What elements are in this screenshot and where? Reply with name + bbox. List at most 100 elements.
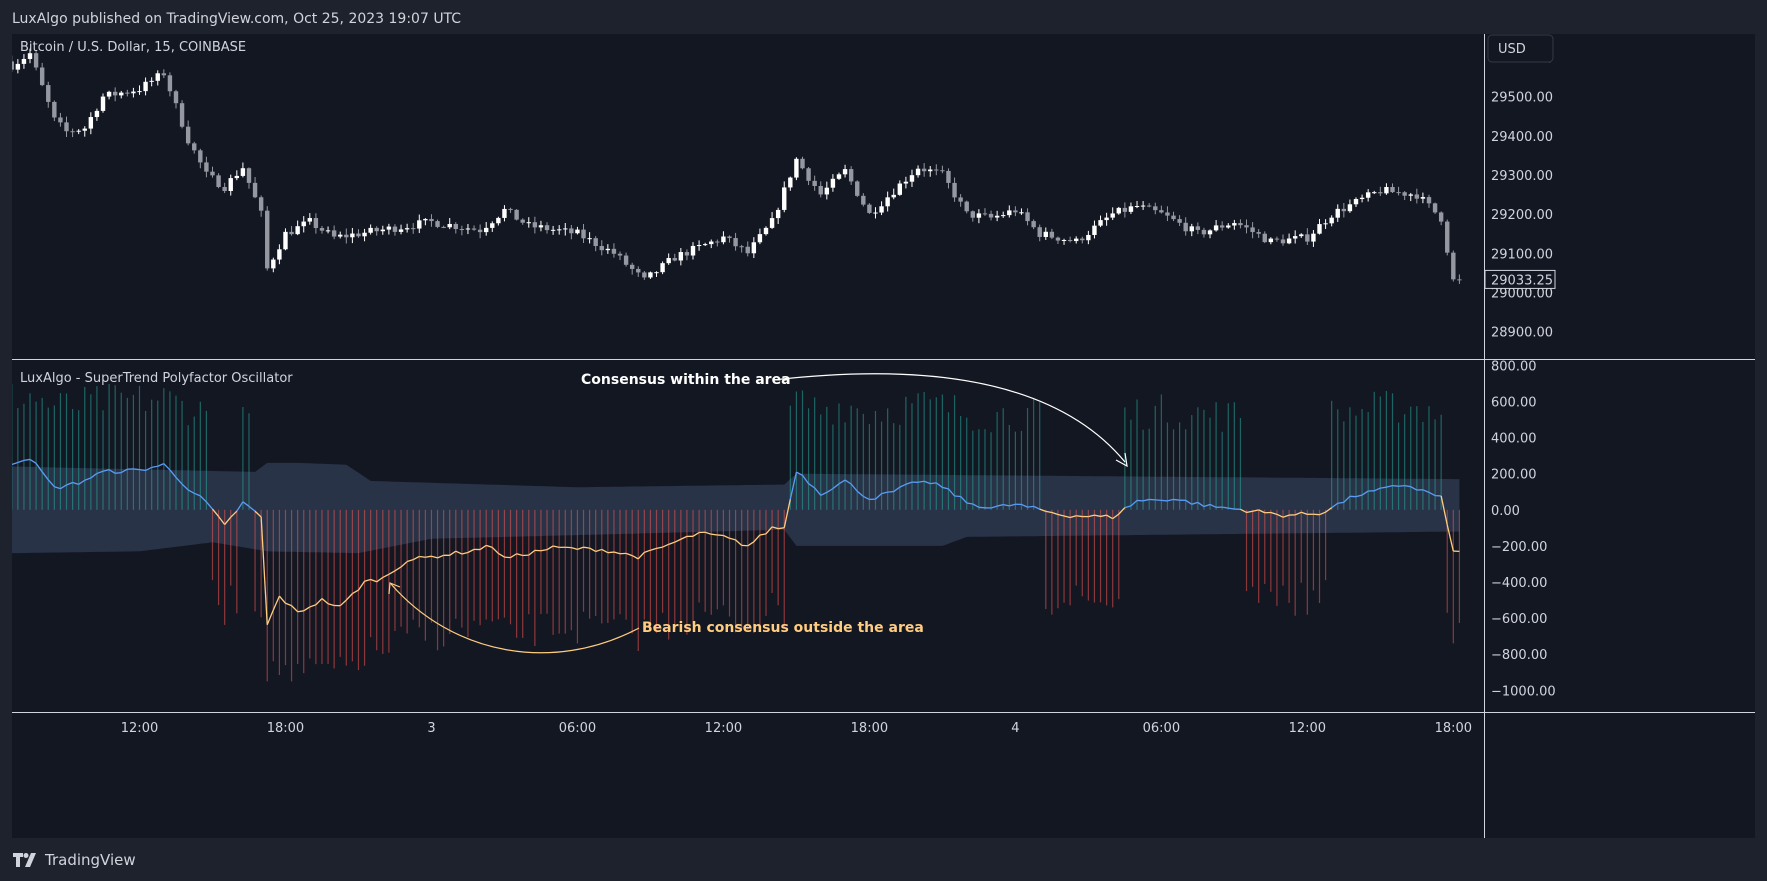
price-candle[interactable] — [1159, 205, 1164, 214]
price-candle[interactable] — [447, 218, 452, 230]
price-candle[interactable] — [216, 173, 221, 189]
price-candle[interactable] — [234, 170, 240, 181]
price-candle[interactable] — [1219, 221, 1225, 231]
price-candle[interactable] — [1244, 219, 1249, 234]
price-candle[interactable] — [1402, 191, 1407, 200]
price-candle[interactable] — [1031, 219, 1036, 230]
price-candle[interactable] — [477, 224, 483, 239]
price-candle[interactable] — [709, 239, 714, 249]
price-axis[interactable]: 29600.0029500.0029400.0029300.0029200.00… — [1484, 34, 1556, 699]
price-candle[interactable] — [958, 194, 963, 207]
price-candle[interactable] — [204, 156, 209, 178]
price-candle[interactable] — [1189, 223, 1194, 237]
price-candle[interactable] — [112, 87, 118, 102]
price-candle[interactable] — [1396, 186, 1401, 196]
price-candle[interactable] — [1274, 236, 1280, 242]
price-candle[interactable] — [818, 181, 823, 198]
price-candle[interactable] — [964, 200, 969, 214]
price-candle[interactable] — [15, 59, 21, 74]
price-candle[interactable] — [648, 271, 653, 279]
price-candle[interactable] — [76, 129, 81, 135]
oscillator-pane[interactable] — [11, 384, 1461, 682]
price-candle[interactable] — [623, 252, 629, 267]
price-candle[interactable] — [1140, 201, 1146, 210]
price-candle[interactable] — [915, 165, 921, 178]
price-candle[interactable] — [94, 108, 100, 121]
price-candle[interactable] — [666, 253, 671, 265]
price-candle[interactable] — [842, 164, 848, 178]
price-candle[interactable] — [82, 126, 87, 137]
symbol-title[interactable]: Bitcoin / U.S. Dollar, 15, COINBASE — [20, 40, 246, 55]
price-candle[interactable] — [867, 203, 872, 214]
price-candle[interactable] — [21, 54, 27, 69]
price-candle[interactable] — [988, 210, 994, 221]
price-candle[interactable] — [1183, 217, 1188, 236]
price-candle[interactable] — [1365, 189, 1371, 202]
price-candle[interactable] — [307, 213, 313, 225]
price-candle[interactable] — [879, 201, 884, 216]
price-candle[interactable] — [246, 167, 252, 189]
price-candle[interactable] — [544, 222, 550, 234]
price-candle[interactable] — [1457, 274, 1462, 284]
price-candle[interactable] — [356, 229, 361, 238]
price-candle[interactable] — [757, 228, 763, 245]
price-candle[interactable] — [1128, 202, 1134, 214]
price-candle[interactable] — [380, 225, 385, 235]
price-candle[interactable] — [1451, 250, 1456, 282]
price-candle[interactable] — [1432, 202, 1438, 214]
price-candle[interactable] — [1445, 219, 1450, 256]
price-candle[interactable] — [873, 207, 878, 219]
price-candle[interactable] — [940, 165, 945, 174]
price-candle[interactable] — [502, 205, 507, 222]
price-candle[interactable] — [295, 220, 300, 236]
price-candle[interactable] — [982, 208, 988, 216]
price-candle[interactable] — [1232, 219, 1237, 230]
price-candle[interactable] — [1347, 199, 1353, 213]
price-candle[interactable] — [1335, 204, 1340, 222]
price-candle[interactable] — [526, 217, 531, 228]
price-candle[interactable] — [155, 70, 160, 86]
price-candle[interactable] — [252, 177, 258, 199]
price-candle[interactable] — [1104, 212, 1109, 226]
price-candle[interactable] — [727, 235, 732, 243]
price-candle[interactable] — [228, 174, 233, 196]
price-candle[interactable] — [1025, 208, 1030, 226]
price-candle[interactable] — [769, 212, 775, 229]
price-candle[interactable] — [301, 216, 306, 233]
price-candle[interactable] — [690, 242, 696, 260]
price-candle[interactable] — [240, 162, 246, 178]
price-candle[interactable] — [928, 165, 933, 177]
price-candle[interactable] — [1317, 218, 1322, 235]
price-candle[interactable] — [1420, 192, 1426, 204]
price-candle[interactable] — [198, 148, 203, 169]
price-candle[interactable] — [1372, 190, 1377, 195]
price-candle[interactable] — [824, 181, 830, 200]
price-candle[interactable] — [350, 227, 355, 244]
price-candle[interactable] — [185, 120, 191, 146]
price-candle[interactable] — [1359, 194, 1365, 203]
price-candle[interactable] — [1390, 183, 1395, 193]
price-candle[interactable] — [125, 89, 130, 97]
price-candle[interactable] — [435, 219, 440, 229]
price-candle[interactable] — [733, 232, 738, 251]
price-candle[interactable] — [812, 175, 817, 191]
price-candle[interactable] — [921, 163, 927, 177]
price-candle[interactable] — [106, 90, 112, 100]
price-candle[interactable] — [556, 225, 562, 235]
price-candle[interactable] — [587, 232, 592, 244]
price-candle[interactable] — [1329, 215, 1334, 227]
price-candle[interactable] — [289, 226, 294, 236]
price-candle[interactable] — [143, 77, 148, 96]
price-candle[interactable] — [909, 169, 915, 187]
price-candle[interactable] — [599, 240, 604, 256]
price-candle[interactable] — [88, 112, 94, 135]
price-candle[interactable] — [575, 226, 580, 235]
price-candle[interactable] — [1323, 219, 1328, 229]
price-candle[interactable] — [775, 207, 781, 225]
price-candle[interactable] — [1098, 215, 1103, 228]
price-candle[interactable] — [605, 244, 611, 254]
price-candle[interactable] — [465, 224, 471, 235]
price-candle[interactable] — [258, 195, 264, 217]
price-candle[interactable] — [617, 251, 623, 261]
price-candle[interactable] — [976, 209, 982, 224]
